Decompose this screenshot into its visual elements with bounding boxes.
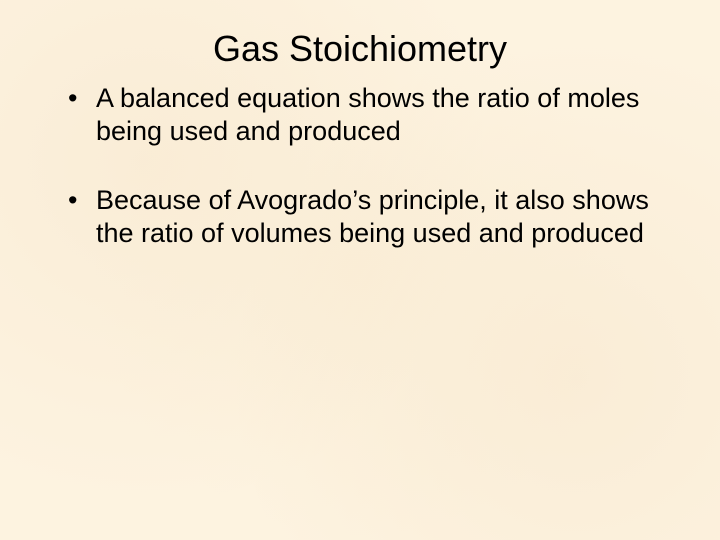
bullet-item: Because of Avogrado’s principle, it also… xyxy=(68,184,670,250)
bullet-list: A balanced equation shows the ratio of m… xyxy=(50,82,670,250)
slide-title: Gas Stoichiometry xyxy=(50,28,670,70)
slide-container: Gas Stoichiometry A balanced equation sh… xyxy=(0,0,720,540)
bullet-item: A balanced equation shows the ratio of m… xyxy=(68,82,670,148)
